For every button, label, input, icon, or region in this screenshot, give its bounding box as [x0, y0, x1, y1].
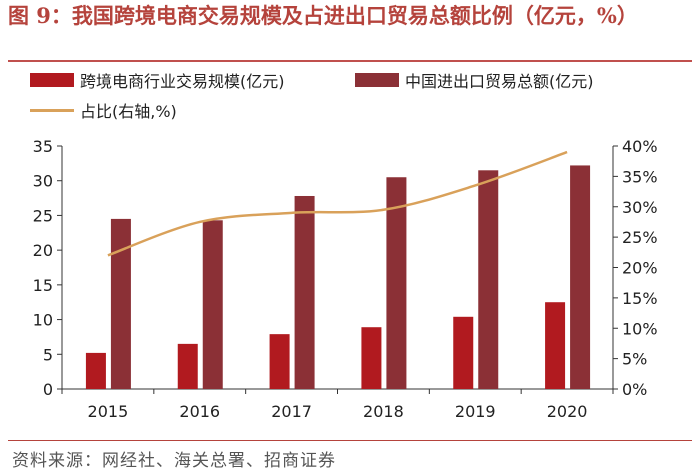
y-tick-label-right: 10% [622, 319, 658, 338]
bar-cross-border [178, 344, 198, 389]
y-tick-label-right: 15% [622, 289, 658, 308]
bar-trade-total [111, 219, 131, 389]
y-tick-label-right: 40% [622, 137, 658, 156]
x-tick-label: 2016 [179, 402, 220, 421]
y-tick-label-right: 0% [622, 380, 647, 399]
y-tick-label-left: 35 [33, 137, 53, 156]
x-tick-label: 2018 [363, 402, 404, 421]
y-tick-label-right: 20% [622, 259, 658, 278]
source-divider [8, 440, 692, 441]
bar-trade-total [478, 170, 498, 389]
y-tick-label-left: 10 [33, 311, 53, 330]
y-tick-label-left: 0 [43, 380, 53, 399]
bar-trade-total [203, 220, 223, 389]
x-tick-label: 2019 [455, 402, 496, 421]
y-tick-label-left: 25 [33, 206, 53, 225]
y-tick-label-left: 20 [33, 241, 53, 260]
y-tick-label-right: 25% [622, 228, 658, 247]
bar-trade-total [295, 196, 315, 389]
x-tick-label: 2015 [88, 402, 129, 421]
bar-trade-total [570, 165, 590, 389]
y-tick-label-left: 15 [33, 276, 53, 295]
bar-cross-border [545, 302, 565, 389]
y-tick-label-right: 5% [622, 350, 647, 369]
bar-cross-border [270, 334, 290, 389]
bar-cross-border [361, 327, 381, 389]
y-tick-label-left: 30 [33, 172, 53, 191]
bar-cross-border [453, 317, 473, 389]
source-note: 资料来源：网经社、海关总署、招商证券 [12, 446, 336, 471]
y-tick-label-left: 5 [43, 345, 53, 364]
x-tick-label: 2020 [547, 402, 588, 421]
y-tick-label-right: 30% [622, 198, 658, 217]
bar-cross-border [86, 353, 106, 389]
x-tick-label: 2017 [271, 402, 312, 421]
y-tick-label-right: 35% [622, 167, 658, 186]
